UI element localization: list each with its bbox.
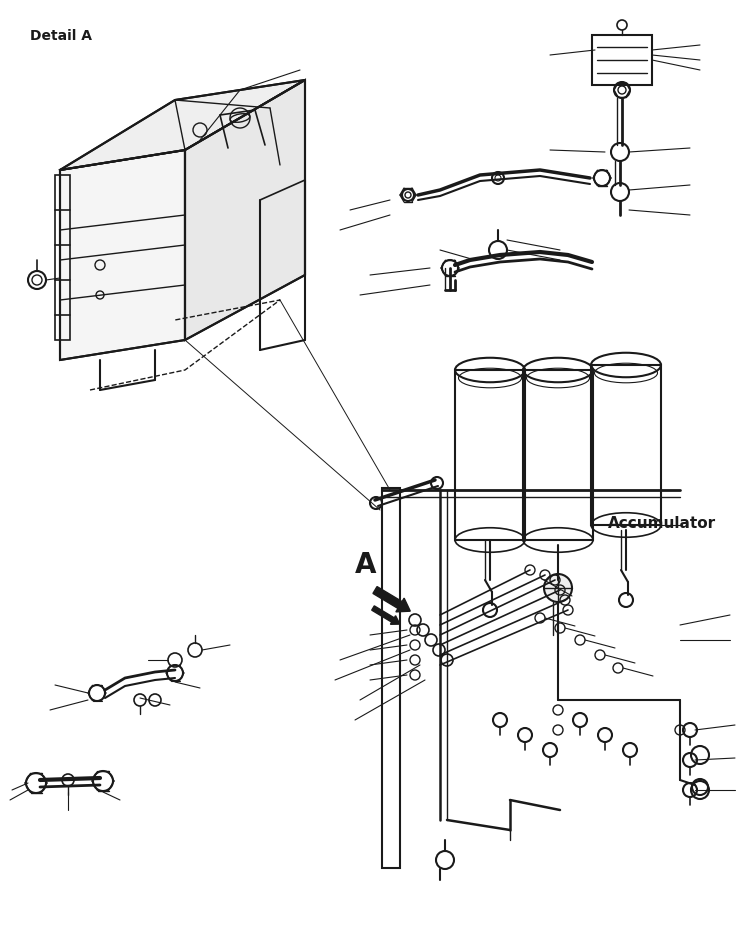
Circle shape [544, 574, 572, 602]
Text: Detail A: Detail A [30, 29, 92, 42]
Polygon shape [60, 150, 185, 360]
FancyArrow shape [373, 586, 410, 612]
Polygon shape [185, 80, 305, 340]
Text: A: A [355, 551, 377, 579]
FancyArrow shape [372, 606, 400, 625]
Bar [55, 175, 70, 340]
Bar [591, 365, 661, 525]
Bar [523, 370, 593, 540]
Polygon shape [60, 80, 305, 170]
Bar [382, 488, 400, 868]
Bar [455, 370, 525, 540]
Bar [592, 35, 652, 85]
Text: Accumulator: Accumulator [608, 516, 716, 531]
